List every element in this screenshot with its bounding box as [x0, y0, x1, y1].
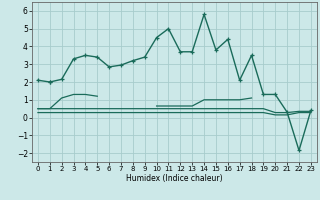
X-axis label: Humidex (Indice chaleur): Humidex (Indice chaleur)	[126, 174, 223, 183]
